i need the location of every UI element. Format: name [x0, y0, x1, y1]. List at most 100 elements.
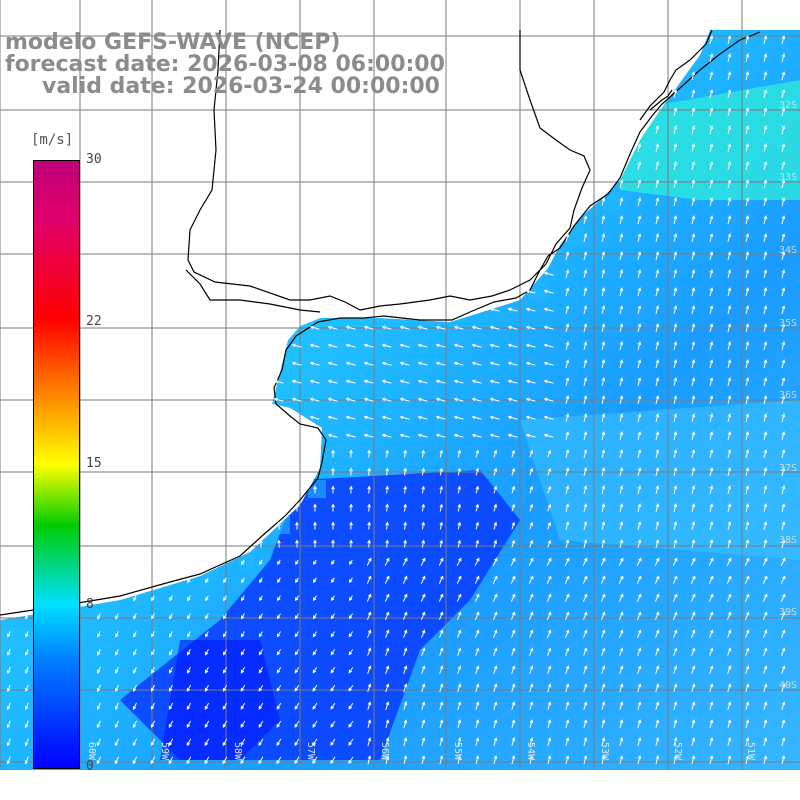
wind-arrow — [525, 433, 536, 438]
wind-arrow — [708, 575, 714, 584]
wind-arrow — [727, 539, 732, 549]
wind-arrow — [763, 287, 768, 297]
wind-arrow — [223, 577, 227, 584]
wind-arrow — [637, 647, 642, 656]
wind-arrow — [763, 89, 768, 99]
wind-arrow — [97, 613, 101, 620]
wind-arrow — [655, 539, 660, 549]
wind-arrow — [781, 215, 786, 225]
wind-arrow — [727, 251, 732, 261]
latitude-label: 33S — [778, 172, 797, 183]
wind-arrow — [205, 577, 209, 584]
wind-arrow — [727, 467, 732, 477]
wind-arrow — [543, 271, 554, 276]
wind-arrow — [781, 647, 786, 656]
wind-arrow — [583, 359, 588, 369]
wind-arrow — [385, 539, 389, 548]
wind-arrow — [709, 755, 714, 765]
wind-arrow — [96, 738, 101, 747]
wind-arrow — [471, 343, 482, 348]
wind-arrow — [525, 307, 536, 312]
wind-arrow — [709, 683, 714, 692]
wind-arrow — [456, 611, 462, 620]
wind-arrow — [727, 215, 732, 225]
wind-arrow — [385, 467, 389, 476]
forecast-date: forecast date: 2026-03-08 06:00:00 — [5, 52, 445, 77]
wind-arrow — [205, 631, 209, 638]
wind-arrow — [399, 343, 410, 348]
wind-arrow — [565, 701, 570, 710]
wind-arrow — [367, 665, 372, 674]
wind-arrow — [511, 683, 516, 692]
wind-arrow — [565, 485, 570, 495]
wind-arrow — [655, 377, 660, 387]
wind-arrow — [366, 575, 372, 584]
wind-arrow — [709, 323, 714, 333]
wind-arrow — [691, 179, 696, 189]
latitude-label: 36S — [778, 390, 797, 401]
wind-arrow — [744, 557, 750, 566]
wind-arrow — [601, 449, 606, 459]
wind-arrow — [492, 575, 498, 584]
wind-arrow — [186, 738, 192, 747]
wind-arrow — [744, 575, 750, 584]
wind-arrow — [330, 702, 336, 710]
wind-arrow — [745, 215, 750, 225]
wind-arrow — [547, 665, 552, 674]
wind-arrow — [619, 665, 624, 674]
wind-arrow — [745, 323, 750, 333]
wind-arrow — [489, 415, 500, 420]
wind-arrow — [745, 197, 750, 207]
wind-arrow — [385, 719, 390, 728]
wind-arrow — [493, 503, 498, 512]
wind-arrow — [709, 359, 714, 369]
wind-arrow — [583, 665, 588, 674]
wind-arrow — [637, 737, 642, 747]
wind-arrow — [186, 702, 192, 710]
wind-arrow — [565, 431, 570, 441]
wind-arrow — [601, 467, 606, 477]
wind-arrow — [673, 521, 678, 531]
wind-arrow — [313, 539, 317, 548]
wind-arrow — [363, 343, 374, 348]
wind-arrow — [709, 161, 714, 171]
wind-arrow — [655, 665, 660, 674]
wind-arrow — [619, 179, 624, 189]
wind-arrow — [403, 665, 408, 674]
wind-arrow — [565, 323, 570, 333]
wind-arrow — [151, 666, 155, 674]
wind-arrow — [727, 197, 732, 207]
wind-arrow — [453, 397, 464, 402]
wind-arrow — [6, 738, 11, 747]
wind-arrow — [276, 756, 282, 765]
wind-arrow — [421, 629, 426, 638]
wind-arrow — [691, 485, 696, 495]
wind-arrow — [564, 593, 570, 602]
wind-arrow — [601, 395, 606, 405]
wind-arrow — [169, 666, 173, 674]
wind-arrow — [222, 631, 227, 638]
wind-arrow — [367, 503, 371, 512]
wind-arrow — [745, 431, 750, 441]
wind-arrow — [565, 503, 570, 513]
wind-arrow — [673, 215, 678, 225]
wind-arrow — [637, 161, 642, 171]
wind-arrow — [511, 755, 516, 765]
wind-arrow — [637, 467, 642, 477]
wind-arrow — [439, 719, 444, 728]
wind-arrow — [259, 559, 263, 566]
wind-arrow — [367, 629, 372, 638]
wind-arrow — [276, 702, 282, 710]
wind-arrow — [295, 577, 299, 584]
wind-arrow — [709, 467, 714, 477]
wind-arrow — [367, 701, 372, 710]
wind-arrow — [258, 649, 264, 656]
wind-arrow — [601, 665, 606, 674]
valid-date: valid date: 2026-03-24 00:00:00 — [42, 74, 440, 99]
wind-arrow — [673, 197, 678, 207]
wind-arrow — [673, 359, 678, 369]
wind-arrow — [781, 107, 786, 117]
wind-arrow — [619, 431, 624, 441]
wind-arrow — [619, 521, 624, 531]
wind-arrow — [565, 287, 570, 297]
